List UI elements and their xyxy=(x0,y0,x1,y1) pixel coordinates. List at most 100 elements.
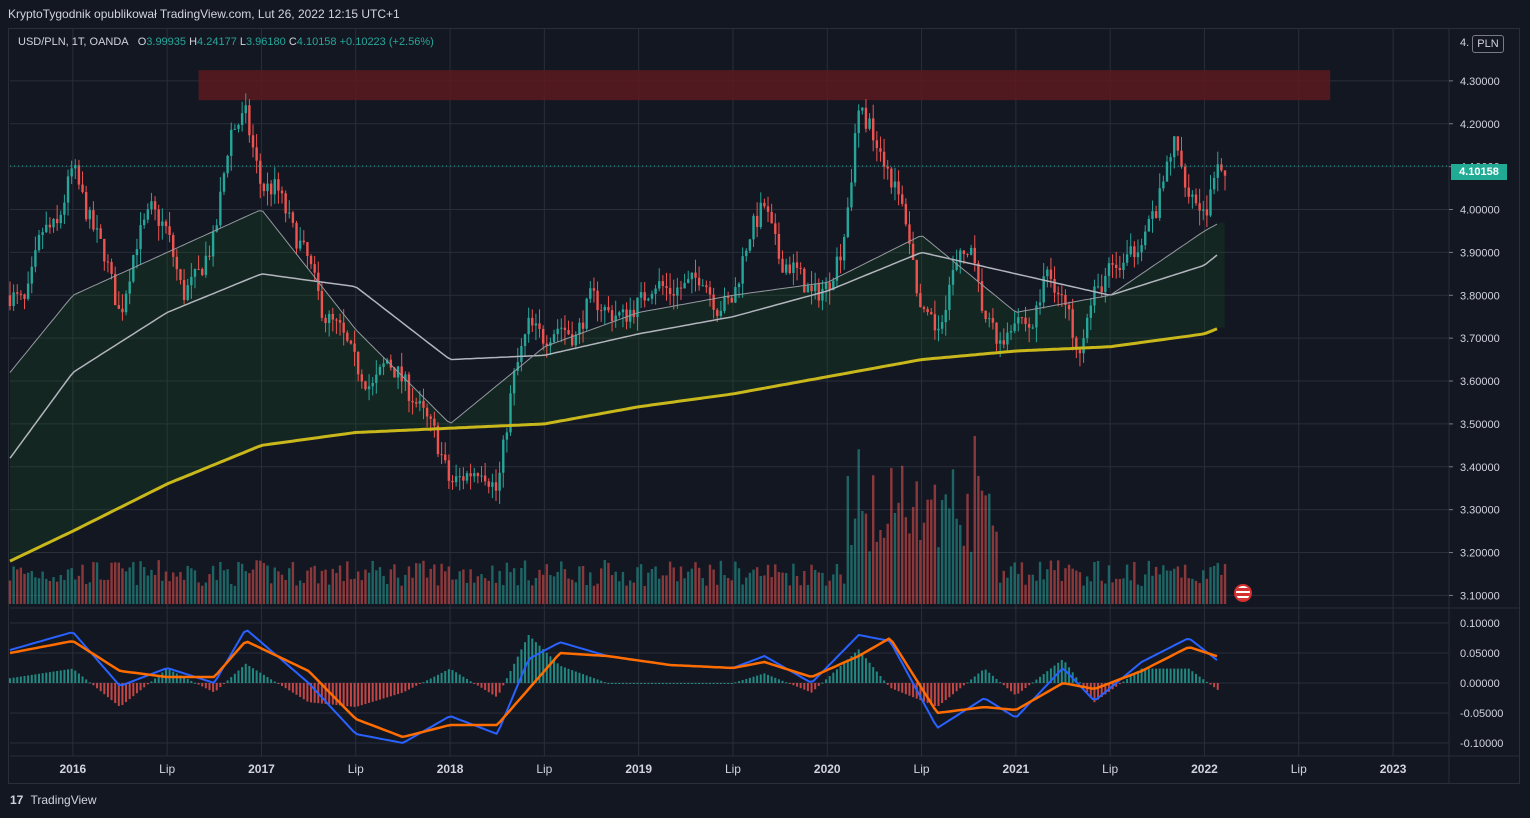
volume-bar xyxy=(465,582,469,604)
macd-histogram-bar xyxy=(19,676,22,683)
symbol-name[interactable]: USD/PLN, 1T, OANDA xyxy=(18,36,129,48)
candle-body xyxy=(937,328,940,331)
macd-histogram-bar xyxy=(669,683,672,684)
candle-body xyxy=(451,480,454,483)
candle-body xyxy=(462,476,465,481)
volume-bar xyxy=(980,490,984,604)
candle-body xyxy=(277,179,280,191)
ma-fill-layer xyxy=(10,210,1225,562)
candle-body xyxy=(233,128,237,130)
signal-line xyxy=(9,637,1218,739)
candle-body xyxy=(813,283,817,292)
volume-bar xyxy=(389,569,393,604)
macd-histogram-bar xyxy=(487,683,490,693)
macd-histogram-bar xyxy=(741,680,744,683)
volume-bar xyxy=(603,560,607,604)
macd-histogram-bar xyxy=(560,666,563,683)
candle-body xyxy=(34,250,37,267)
volume-bar xyxy=(458,571,461,604)
volume-bar xyxy=(1158,574,1161,604)
macd-histogram-bar xyxy=(563,667,566,683)
macd-histogram-bar xyxy=(241,667,244,683)
candle-body xyxy=(248,105,251,136)
volume-bar xyxy=(730,580,733,604)
macd-histogram-bar xyxy=(683,683,686,684)
candle-body xyxy=(944,309,947,323)
macd-histogram-bar xyxy=(139,683,142,691)
volume-bar xyxy=(821,572,824,604)
volume-bar xyxy=(404,574,407,604)
macd-histogram-bar xyxy=(611,683,614,684)
candle-body xyxy=(868,118,871,129)
macd-histogram-bar xyxy=(988,672,991,683)
volume-bar xyxy=(853,518,857,604)
candle-body xyxy=(705,285,708,288)
candle-body xyxy=(1002,340,1005,345)
macd-histogram-bar xyxy=(378,683,381,700)
y-tick-label: 3.40000 xyxy=(1460,462,1500,474)
volume-bar xyxy=(317,583,320,604)
candle-body xyxy=(1020,317,1024,319)
tradingview-footer[interactable]: 17 TradingView xyxy=(10,790,97,810)
volume-bar xyxy=(610,575,614,604)
macd-histogram-bar xyxy=(904,683,907,695)
volume-bar xyxy=(313,565,316,604)
candle-body xyxy=(23,294,26,299)
candle-body xyxy=(864,107,868,129)
macd-histogram-bar xyxy=(1020,683,1023,691)
candle-body xyxy=(853,133,857,183)
publication-header: KryptoTygodnik opublikował TradingView.c… xyxy=(0,0,1530,28)
volume-bar xyxy=(694,562,697,604)
candle-body xyxy=(16,292,19,294)
macd-line xyxy=(9,629,1218,744)
volume-bar xyxy=(179,571,182,604)
macd-histogram-bar xyxy=(1155,668,1158,683)
candle-body xyxy=(792,262,795,273)
macd-histogram-bar xyxy=(96,683,99,689)
currency-button[interactable]: PLN xyxy=(1472,35,1504,53)
y-tick-label: 3.90000 xyxy=(1460,247,1500,259)
volume-bar xyxy=(255,560,258,604)
volume-bar xyxy=(1067,564,1071,604)
candle-body xyxy=(404,374,407,382)
candle-body xyxy=(371,383,374,387)
volume-bar xyxy=(153,575,157,604)
candle-body xyxy=(1031,327,1034,329)
volume-bar xyxy=(407,566,411,604)
volume-bar xyxy=(509,572,512,604)
macd-histogram-bar xyxy=(999,682,1002,684)
symbol-legend: USD/PLN, 1T, OANDA O3.99935 H4.24177 L3.… xyxy=(18,34,434,50)
x-tick-label: Lip xyxy=(348,762,364,776)
volume-bar xyxy=(589,572,592,604)
macd-histogram-bar xyxy=(77,673,80,683)
x-tick-label: Lip xyxy=(725,762,741,776)
candle-body xyxy=(320,290,324,318)
macd-histogram-bar xyxy=(389,683,392,697)
volume-bar xyxy=(1162,565,1165,604)
volume-bar xyxy=(1017,573,1020,604)
candle-body xyxy=(636,297,639,318)
volume-bar xyxy=(382,575,385,604)
close-label: C xyxy=(288,36,297,48)
macd-histogram-bar xyxy=(1213,683,1216,688)
volume-bar xyxy=(810,564,813,604)
macd-histogram-bar xyxy=(284,683,287,689)
candle-body xyxy=(1027,323,1031,328)
candle-body xyxy=(498,472,501,491)
volume-bar xyxy=(839,574,842,604)
macd-histogram-bar xyxy=(661,683,664,684)
volume-bar xyxy=(672,567,675,604)
macd-histogram-bar xyxy=(524,642,527,683)
candle-body xyxy=(998,340,1002,344)
volume-bar xyxy=(614,571,617,604)
candle-body xyxy=(146,209,150,220)
candle-body xyxy=(411,400,414,403)
macd-histogram-bar xyxy=(1140,668,1143,683)
volume-bar xyxy=(716,584,719,604)
macd-histogram-bar xyxy=(67,669,70,683)
volume-bar xyxy=(1122,578,1125,604)
candle-body xyxy=(658,281,661,289)
us-flag-event-icon[interactable] xyxy=(1234,584,1252,602)
volume-bar xyxy=(335,572,338,604)
